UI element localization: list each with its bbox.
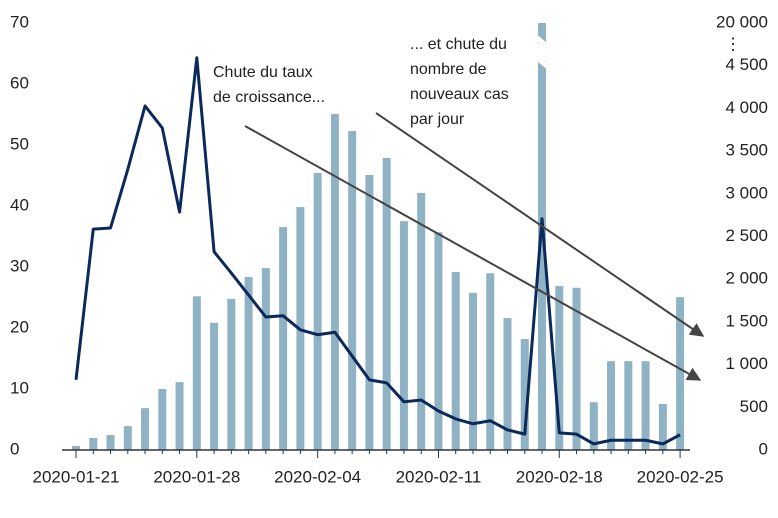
annotation: nouveaux cas (410, 86, 509, 103)
y-tick-label: 20 (10, 317, 29, 336)
plot (72, 23, 685, 451)
x-tick-label: 2020-02-11 (396, 467, 482, 486)
bar (192, 296, 201, 450)
y-tick-label: 60 (10, 73, 29, 92)
bar (89, 438, 98, 450)
bar (279, 227, 288, 450)
bar (555, 286, 564, 450)
axis-break-dots: ⋮ (725, 34, 742, 53)
y-tick-label: 10 (10, 378, 29, 397)
bar (486, 273, 495, 450)
bar (175, 382, 184, 450)
x-tick-label: 2020-02-25 (637, 467, 724, 486)
bar (106, 435, 115, 450)
bar (641, 361, 650, 450)
arrow (375, 112, 705, 337)
y-tick-label: 30 (10, 256, 29, 275)
bar (417, 192, 426, 451)
y-tick-label: 50 (10, 134, 29, 153)
y2-tick-label: 1 500 (725, 311, 768, 330)
x-tick-label: 2020-02-18 (516, 467, 603, 486)
bar (141, 408, 150, 450)
bar (399, 221, 408, 450)
bar (589, 402, 598, 450)
y2-tick-label: 500 (740, 397, 768, 416)
bar (607, 361, 616, 450)
bar (468, 292, 477, 450)
y2-tick-label: 2 500 (725, 226, 768, 245)
bar (158, 388, 167, 450)
x-tick-label: 2020-01-28 (153, 467, 240, 486)
y2-tick-label: 2 000 (725, 269, 768, 288)
bar (348, 131, 357, 450)
annotation: Chute du taux (213, 64, 313, 81)
y2-break-label: 20 000 (716, 12, 768, 31)
x-tick-label: 2020-02-04 (274, 467, 361, 486)
y-tick-label: 40 (10, 195, 29, 214)
y2-tick-label: 4 500 (725, 55, 768, 74)
y2-tick-label: 3 500 (725, 141, 768, 160)
y2-tick-label: 0 (759, 439, 768, 458)
bar (244, 277, 253, 450)
annotation: de croissance... (213, 89, 325, 106)
x-tick-label: 2020-01-21 (33, 467, 120, 486)
y2-tick-label: 4 000 (725, 98, 768, 117)
bar (210, 322, 219, 450)
annotation: par jour (410, 111, 465, 128)
bar (658, 403, 667, 450)
y-tick-label: 70 (10, 12, 29, 31)
bar (624, 361, 633, 450)
bar (365, 175, 374, 450)
bar (313, 172, 322, 450)
annotation: nombre de (410, 61, 487, 78)
bar (72, 445, 80, 450)
bar (434, 232, 443, 450)
bar (503, 318, 512, 450)
annotation: ... et chute du (410, 36, 507, 53)
bar (572, 287, 581, 450)
y2-tick-label: 1 000 (725, 354, 768, 373)
axis-break-gap (536, 43, 549, 61)
line (74, 56, 681, 446)
y2-tick-label: 3 000 (725, 183, 768, 202)
bar (451, 271, 460, 450)
bar (261, 268, 270, 450)
y-tick-label: 0 (10, 439, 19, 458)
bar (330, 113, 339, 451)
bar (227, 298, 236, 450)
bar (520, 338, 529, 450)
bar (382, 157, 391, 450)
bar (676, 297, 685, 450)
bar (123, 426, 132, 450)
arrow (244, 125, 702, 381)
